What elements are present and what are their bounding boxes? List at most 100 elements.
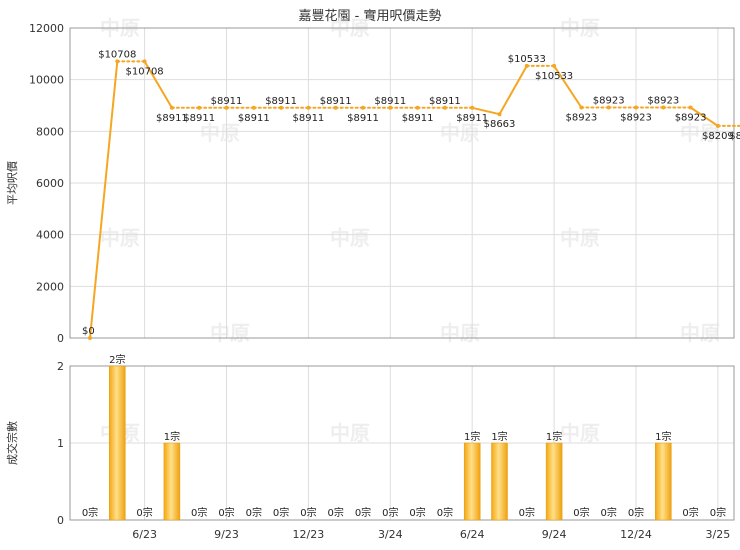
count-data-label: 0宗: [710, 506, 726, 519]
price-point: [361, 105, 365, 110]
x-tick-labels: 6/23 9/23 12/23 3/24 6/24 9/24 12/24 3/25: [132, 528, 730, 541]
watermark-text: 中原: [330, 226, 370, 250]
price-point: [279, 105, 284, 110]
price-plot-frame: [69, 27, 735, 339]
watermark-text: 中原: [100, 226, 140, 250]
watermark-text: 中原: [680, 121, 720, 145]
price-data-label: $8911: [402, 113, 434, 124]
count-data-label: 1宗: [655, 430, 671, 443]
price-data-label: $10533: [508, 54, 546, 65]
x-tick-label: 6/24: [460, 528, 485, 541]
price-y-tick-label: 6000: [36, 177, 64, 190]
price-point: [715, 123, 720, 128]
count-data-label: 0宗: [273, 506, 289, 519]
price-point: [224, 105, 229, 110]
price-data-label: $8911: [156, 113, 188, 124]
price-data-label: $8911: [265, 96, 297, 107]
count-data-label: 0宗: [519, 506, 535, 519]
price-point: [661, 105, 666, 110]
count-data-label: 0宗: [382, 506, 398, 519]
watermark-text: 中原: [560, 226, 600, 250]
count-bar: [491, 442, 508, 521]
count-data-label: 0宗: [409, 506, 425, 519]
count-bars: [109, 365, 672, 521]
price-data-label: $8911: [429, 96, 461, 107]
watermark-text: 中原: [330, 421, 370, 445]
count-data-label: 1宗: [546, 430, 562, 443]
count-data-label: 0宗: [82, 506, 98, 519]
price-data-label: $8663: [484, 119, 516, 130]
watermark-text: 中原: [440, 121, 480, 145]
price-point: [415, 105, 420, 110]
count-bar: [463, 442, 481, 521]
price-series: [89, 60, 740, 339]
count-data-label: 0宗: [355, 506, 371, 519]
count-data-label: 0宗: [601, 506, 617, 519]
x-tick-label: 9/23: [214, 528, 239, 541]
price-data-labels: $0$10708$10708$8911$8911$8911$8911$8911$…: [82, 49, 740, 337]
count-data-label: 1宗: [491, 430, 507, 443]
price-point: [333, 105, 338, 110]
count-data-labels: 0宗 2宗 0宗 1宗 0宗 0宗 0宗 0宗 0宗 0宗 0宗 0宗 0宗 0宗 1宗 1宗 0宗 1宗 0宗 0宗…: [82, 353, 726, 519]
price-point: [142, 59, 147, 64]
price-line-segment: [553, 64, 583, 109]
price-data-label: $8911: [374, 96, 406, 107]
price-point: [88, 336, 92, 340]
count-data-label: 0宗: [573, 506, 589, 519]
price-points: [88, 59, 720, 340]
watermark-text: 中原: [200, 121, 240, 145]
price-point: [524, 63, 529, 68]
count-y-tick-labels: 0 1 2: [57, 360, 64, 527]
count-y-tick-label: 1: [57, 437, 64, 450]
price-data-label: $8911: [347, 113, 379, 124]
price-line-segment: [471, 106, 501, 116]
price-line-segment: [143, 60, 173, 109]
watermark-text: 中原: [440, 321, 480, 345]
price-y-tick-label: 10000: [29, 74, 64, 87]
count-data-label: 1宗: [164, 430, 180, 443]
count-y-tick-label: 0: [57, 514, 64, 527]
price-data-label: $8923: [565, 112, 597, 123]
price-point: [388, 105, 393, 110]
price-point: [197, 105, 202, 110]
count-plot-frame: [69, 365, 735, 521]
chart-title: 嘉豐花園 - 實用呎價走勢: [299, 8, 442, 24]
count-y-tick-label: 2: [57, 360, 64, 373]
price-gridlines: [70, 28, 734, 338]
price-point: [606, 105, 611, 110]
price-data-label: $8911: [292, 113, 324, 124]
count-data-label: 0宗: [682, 506, 698, 519]
price-point: [634, 105, 638, 110]
watermark-layer: 中原中原中原中原中原中原中原中原中原中原中原中原中原中原中原: [100, 16, 720, 445]
x-tick-label: 3/25: [706, 528, 731, 541]
price-data-label: $8209: [702, 131, 734, 142]
price-point: [688, 105, 693, 110]
count-bar: [545, 442, 563, 521]
count-data-label: 0宗: [246, 506, 262, 519]
watermark-text: 中原: [560, 421, 600, 445]
price-data-label: $8209: [729, 131, 740, 142]
price-y-tick-label: 2000: [36, 280, 64, 293]
price-point: [251, 105, 256, 110]
price-y-tick-labels: 0 2000 4000 6000 8000 10000 12000: [29, 22, 64, 345]
price-y-tick-label: 12000: [29, 22, 64, 35]
count-data-label: 0宗: [218, 506, 234, 519]
x-tick-label: 6/23: [132, 528, 157, 541]
count-data-label: 0宗: [191, 506, 207, 519]
price-data-label: $8911: [183, 113, 215, 124]
price-point: [169, 105, 174, 110]
price-point: [579, 105, 584, 110]
watermark-text: 中原: [210, 321, 250, 345]
price-data-label: $8923: [593, 95, 625, 106]
count-data-label: 0宗: [628, 506, 644, 519]
price-data-label: $8911: [320, 96, 352, 107]
price-data-label: $10533: [535, 71, 573, 82]
price-point: [497, 112, 502, 117]
count-data-label: 2宗: [109, 353, 125, 366]
count-data-label: 1宗: [464, 430, 480, 443]
x-tick-label: 12/23: [293, 528, 325, 541]
price-point: [115, 59, 120, 64]
count-data-label: 0宗: [437, 506, 453, 519]
price-data-label: $8911: [456, 113, 488, 124]
